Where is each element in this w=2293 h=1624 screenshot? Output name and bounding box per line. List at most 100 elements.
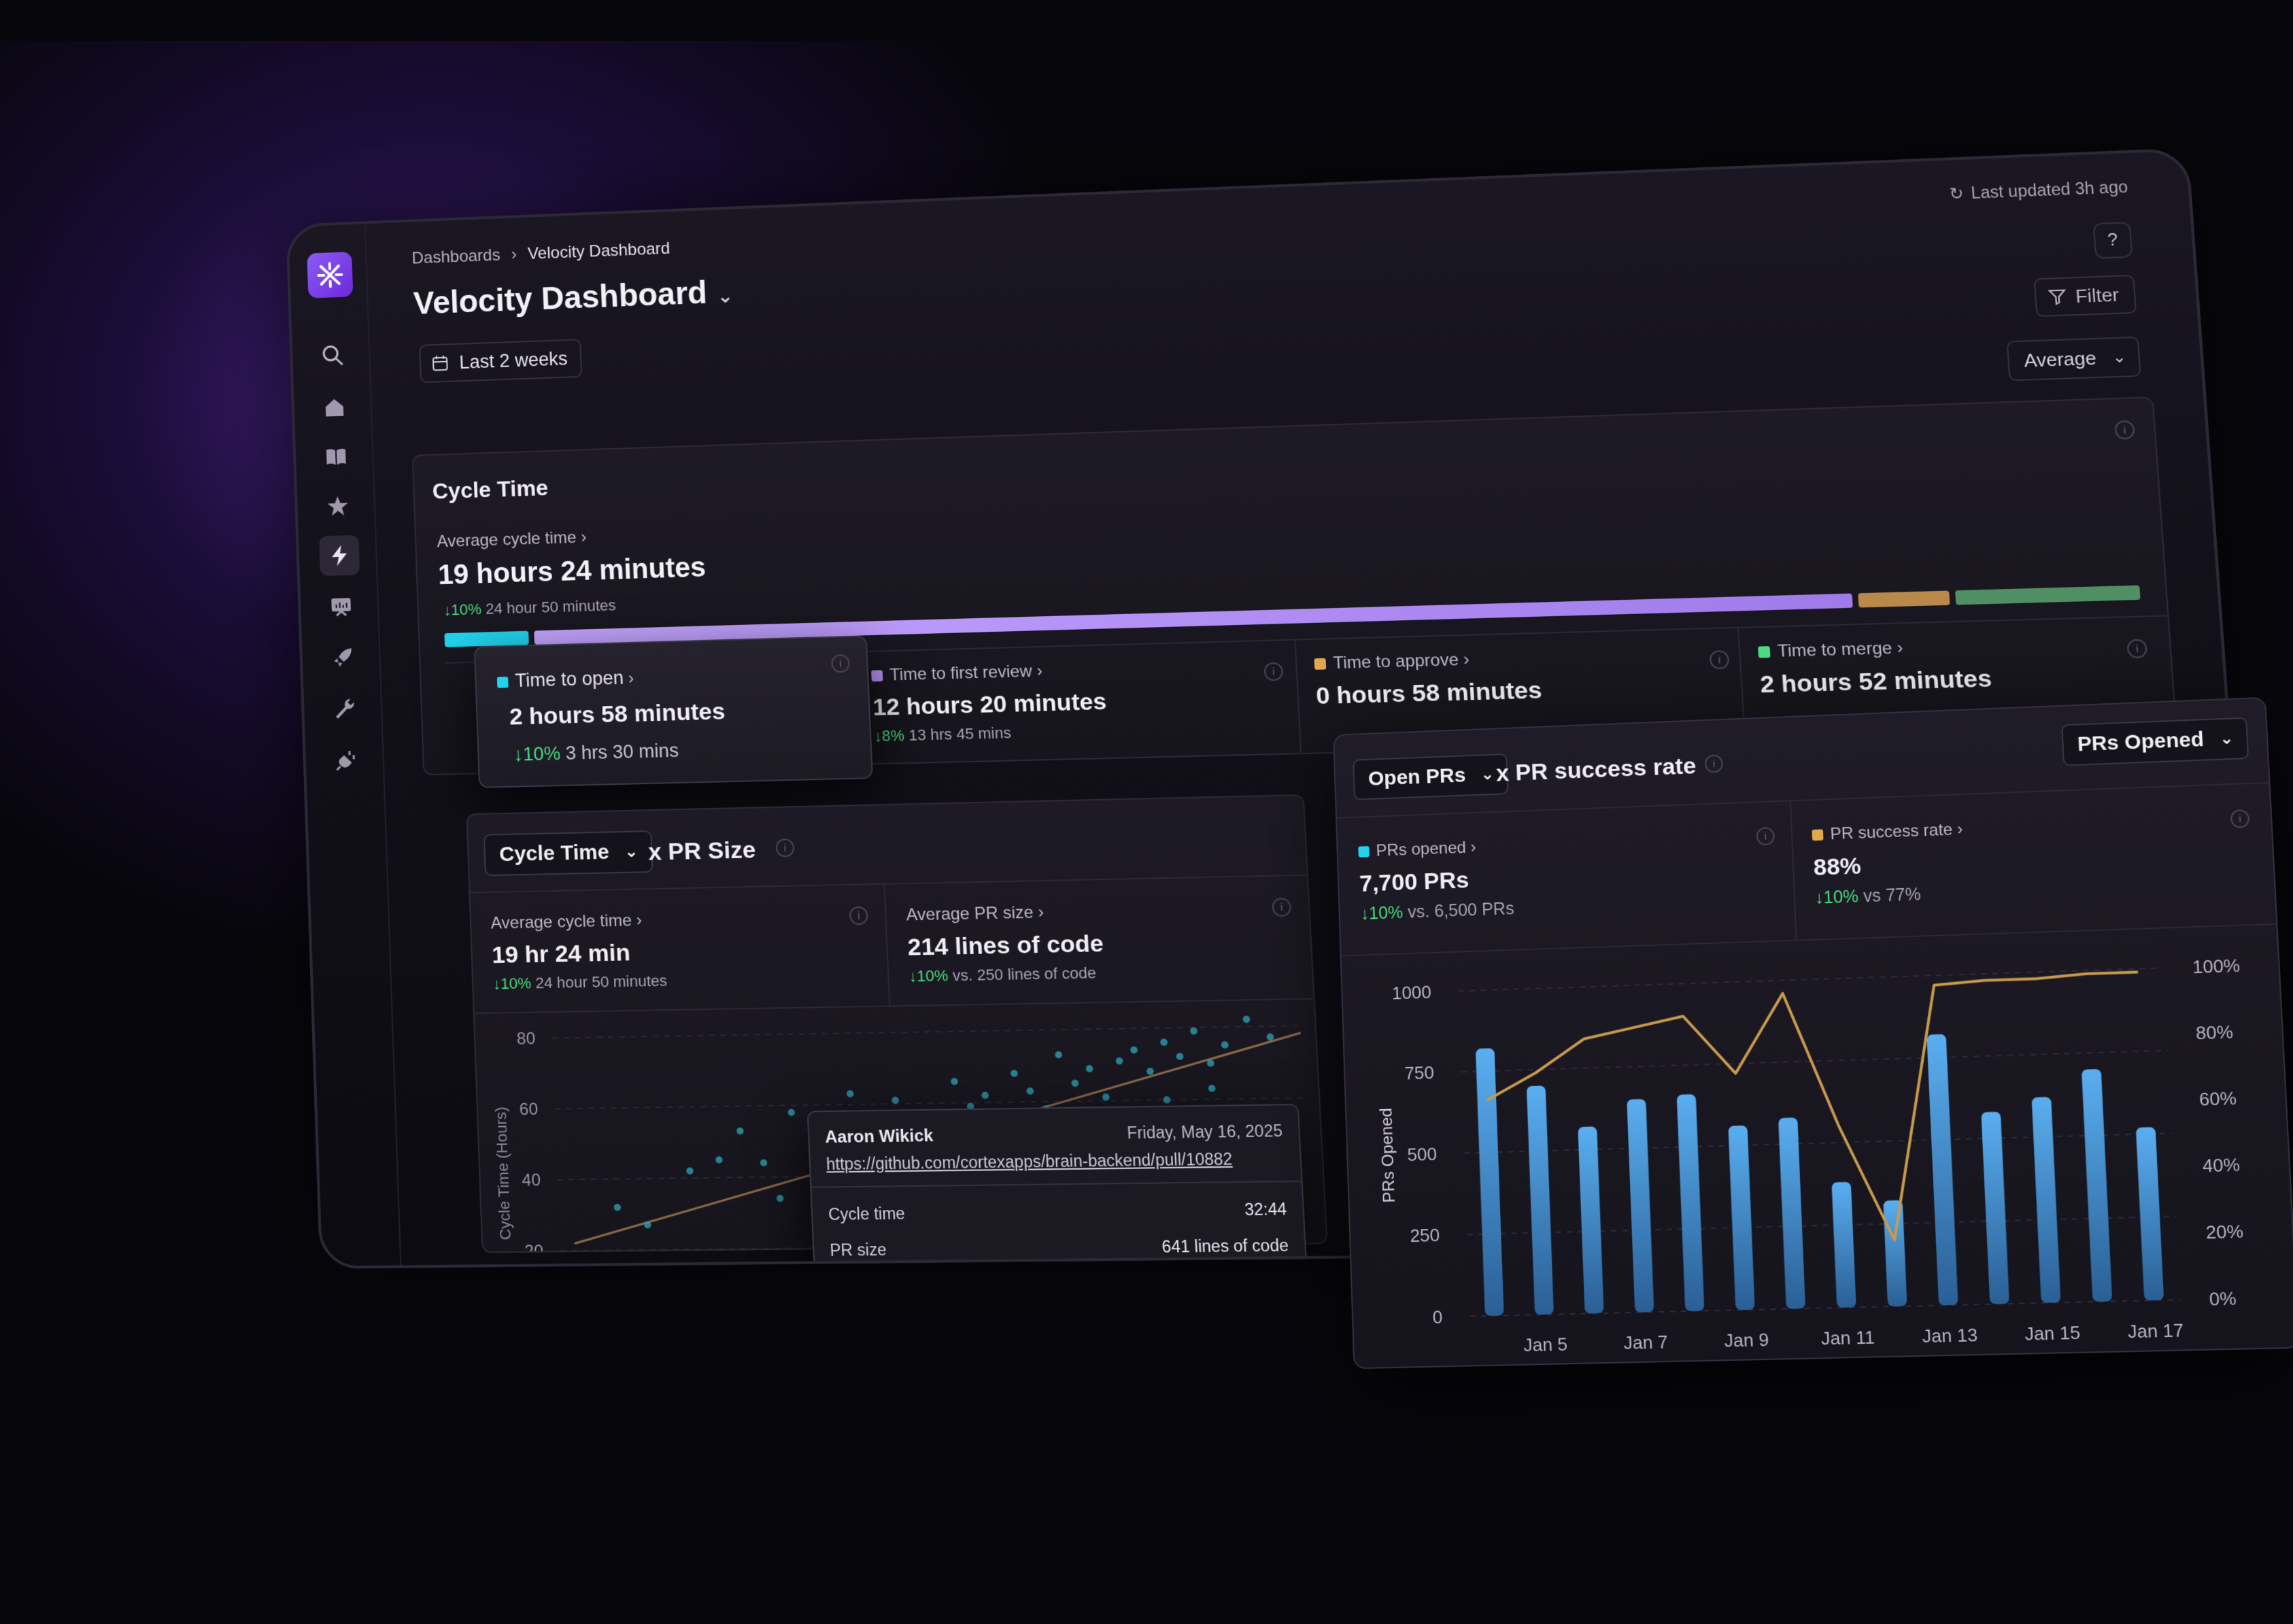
refresh-icon[interactable]: ↻ (1948, 184, 1965, 203)
info-icon[interactable]: i (2230, 809, 2250, 828)
arrow-down-icon: ↓ (1814, 887, 1824, 908)
time-to-open-card[interactable]: i Time to open › 2 hours 58 minutes ↓10%… (473, 635, 874, 788)
pr-success-label: PR success rate (1829, 820, 1953, 844)
scatter-point[interactable] (736, 1127, 744, 1135)
breadcrumb-root[interactable]: Dashboards (411, 246, 501, 268)
metric-select-open-prs-label: Open PRs (1368, 764, 1466, 790)
scatter-point[interactable] (715, 1156, 723, 1164)
info-icon[interactable]: i (831, 654, 851, 673)
scatter-point[interactable] (1208, 1085, 1216, 1092)
home-icon[interactable] (314, 387, 355, 428)
stage-bar-merge[interactable] (1955, 585, 2141, 605)
bar[interactable] (1676, 1094, 1705, 1312)
stage-merge[interactable]: Time to merge › 2 hours 52 minutes (1758, 636, 1993, 699)
info-icon[interactable]: i (1756, 826, 1776, 846)
chevron-right-icon: › (1463, 649, 1470, 670)
scatter-point[interactable] (1189, 1027, 1198, 1035)
star-icon[interactable] (318, 486, 358, 526)
scatter-point[interactable] (787, 1109, 796, 1117)
bar[interactable] (2031, 1096, 2061, 1303)
bar[interactable] (2082, 1068, 2113, 1302)
scatter-point[interactable] (776, 1194, 784, 1202)
tooltip-pr-link[interactable]: https://github.com/cortexapps/brain-back… (826, 1149, 1233, 1174)
book-icon[interactable] (316, 436, 356, 477)
scatter-point[interactable] (1221, 1041, 1229, 1049)
scatter-point[interactable] (760, 1159, 768, 1167)
avg-cycle-stat[interactable]: Average cycle time › 19 hr 24 min ↓10% 2… (490, 911, 667, 994)
bar[interactable] (1926, 1034, 1958, 1306)
scatter-point[interactable] (1102, 1093, 1110, 1101)
info-icon[interactable]: i (1709, 649, 1730, 670)
info-icon[interactable]: i (2114, 420, 2135, 440)
bar[interactable] (1883, 1200, 1907, 1307)
dashboard-window: Dashboards › Velocity Dashboard Velocity D… (286, 148, 2269, 1269)
bar[interactable] (1526, 1085, 1555, 1315)
scatter-point[interactable] (1146, 1067, 1155, 1075)
scatter-stats: Average cycle time › 19 hr 24 min ↓10% 2… (470, 874, 1314, 1015)
plug-icon[interactable] (326, 739, 367, 781)
y-tick-label: 500 (1407, 1145, 1438, 1165)
divider (1294, 640, 1302, 755)
bar[interactable] (1831, 1181, 1856, 1308)
scatter-point[interactable] (846, 1090, 854, 1098)
metric-select-prs-opened[interactable]: PRs Opened ⌄ (2060, 717, 2249, 766)
scatter-point[interactable] (1129, 1046, 1138, 1054)
scatter-point[interactable] (1010, 1070, 1018, 1077)
metric-select-open-prs[interactable]: Open PRs ⌄ (1353, 753, 1509, 800)
info-icon[interactable]: i (1704, 754, 1724, 773)
scatter-point[interactable] (1242, 1015, 1251, 1024)
bar[interactable] (1475, 1048, 1504, 1317)
date-range-button[interactable]: Last 2 weeks (419, 339, 582, 384)
avg-cycle-label-text: Average cycle time (437, 528, 577, 552)
pr-success-stat[interactable]: PR success rate › 88% ↓10% vs 77% (1812, 820, 1966, 909)
page-title[interactable]: Velocity Dashboard ⌄ (413, 273, 734, 322)
scatter-point[interactable] (1160, 1038, 1168, 1047)
scatter-point[interactable] (981, 1092, 989, 1099)
prs-opened-stat[interactable]: PRs opened › 7,700 PRs ↓10% vs. 6,500 PR… (1358, 836, 1514, 924)
bar[interactable] (1728, 1125, 1755, 1310)
scatter-point[interactable] (1115, 1057, 1123, 1065)
bar[interactable] (2135, 1127, 2164, 1301)
info-icon[interactable]: i (775, 838, 795, 858)
stage-merge-value: 2 hours 52 minutes (1759, 664, 1993, 698)
metric-select-cycle[interactable]: Cycle Time ⌄ (483, 830, 653, 877)
info-icon[interactable]: i (1272, 898, 1292, 917)
avg-pr-size-stat[interactable]: Average PR size › 214 lines of code ↓10%… (906, 902, 1106, 986)
info-icon[interactable]: i (1263, 662, 1284, 681)
scatter-point[interactable] (1176, 1053, 1184, 1060)
scatter-point[interactable] (1071, 1079, 1079, 1087)
avg-pr-size-delta-text: vs. 250 lines of code (952, 964, 1097, 985)
app-logo[interactable] (307, 252, 354, 299)
scatter-point[interactable] (1055, 1051, 1063, 1059)
rocket-icon[interactable] (322, 637, 363, 679)
y-tick-label: 60 (519, 1100, 538, 1119)
bar[interactable] (1981, 1111, 2009, 1304)
scatter-point[interactable] (1163, 1096, 1171, 1104)
scatter-point[interactable] (686, 1167, 694, 1175)
bar[interactable] (1627, 1098, 1654, 1313)
scatter-point[interactable] (1026, 1087, 1034, 1095)
tooltip-size-label: PR size (829, 1240, 887, 1259)
scatter-point[interactable] (1266, 1033, 1274, 1041)
scatter-point[interactable] (1085, 1065, 1093, 1072)
aggregation-select[interactable]: Average ⌄ (2006, 336, 2141, 382)
avg-cycle-label[interactable]: Average cycle time › (437, 528, 587, 552)
stage-approve[interactable]: Time to approve › 0 hours 58 minutes (1314, 648, 1543, 711)
scatter-point[interactable] (613, 1204, 622, 1211)
filter-button[interactable]: Filter (2033, 274, 2137, 318)
stage-bar-approve[interactable] (1857, 590, 1950, 608)
scatter-point[interactable] (891, 1096, 900, 1104)
info-icon[interactable]: i (2126, 639, 2148, 659)
stage-review[interactable]: Time to first review › 12 hours 20 minut… (871, 660, 1108, 745)
breadcrumb-current[interactable]: Velocity Dashboard (527, 239, 670, 264)
page-title-text: Velocity Dashboard (412, 274, 708, 321)
bar[interactable] (1778, 1117, 1806, 1309)
wrench-icon[interactable] (324, 688, 365, 730)
info-icon[interactable]: i (849, 906, 868, 926)
bar[interactable] (1578, 1126, 1604, 1314)
scatter-point[interactable] (951, 1077, 959, 1085)
search-icon[interactable] (312, 335, 353, 375)
presentation-icon[interactable] (321, 586, 362, 628)
lightning-icon[interactable] (319, 535, 360, 577)
help-button[interactable]: ? (2092, 222, 2133, 259)
